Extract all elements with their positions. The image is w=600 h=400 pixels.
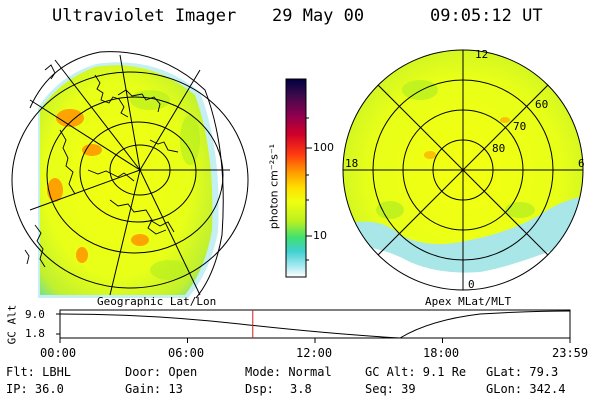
mlat-60-label: 60 bbox=[535, 98, 549, 111]
glat-info: GLat: 79.3 bbox=[486, 365, 559, 379]
timeline-y-bottom: 1.8 bbox=[25, 327, 45, 340]
mlt-6-label: 6 bbox=[578, 157, 585, 170]
mode-info: Mode: Normal bbox=[245, 365, 332, 379]
colorbar-tick-10: 10 bbox=[313, 229, 327, 242]
gain-info: Gain: 13 bbox=[125, 382, 183, 396]
apex-label: Apex MLat/MLT bbox=[425, 295, 512, 308]
colorbar-tick-100: 100 bbox=[313, 141, 334, 154]
mlt-18-label: 18 bbox=[345, 157, 359, 170]
dsp-label: Dsp: bbox=[245, 382, 274, 396]
timeline-ylabel: GC Alt bbox=[5, 304, 19, 345]
dsp-value: 3.8 bbox=[290, 382, 312, 396]
timeline-tick-1800: 18:00 bbox=[423, 346, 460, 360]
date-label: 29 May 00 bbox=[272, 6, 365, 26]
door-info: Door: Open bbox=[125, 365, 198, 379]
instrument-title: Ultraviolet Imager bbox=[52, 6, 237, 26]
seq-info: Seq: 39 bbox=[365, 382, 416, 396]
glon-info: GLon: 342.4 bbox=[486, 382, 566, 396]
mlat-70-label: 70 bbox=[513, 120, 527, 133]
timeline-tick-2359: 23:59 bbox=[552, 346, 589, 360]
filter-info: Flt: LBHL bbox=[6, 365, 72, 379]
mlt-12-label: 12 bbox=[475, 48, 489, 61]
timeline-tick-0000: 00:00 bbox=[40, 346, 77, 360]
mlt-0-label: 0 bbox=[468, 278, 475, 291]
mlat-80-label: 80 bbox=[492, 142, 506, 155]
geographic-label: Geographic Lat/Lon bbox=[97, 295, 217, 308]
gc-alt-info: GC Alt: 9.1 Re bbox=[365, 365, 467, 379]
timeline-y-top: 9.0 bbox=[25, 308, 45, 321]
timeline-tick-0600: 06:00 bbox=[168, 346, 205, 360]
ip-info: IP: 36.0 bbox=[6, 382, 64, 396]
timeline-tick-1200: 12:00 bbox=[296, 346, 333, 360]
time-label: 09:05:12 UT bbox=[430, 6, 543, 26]
